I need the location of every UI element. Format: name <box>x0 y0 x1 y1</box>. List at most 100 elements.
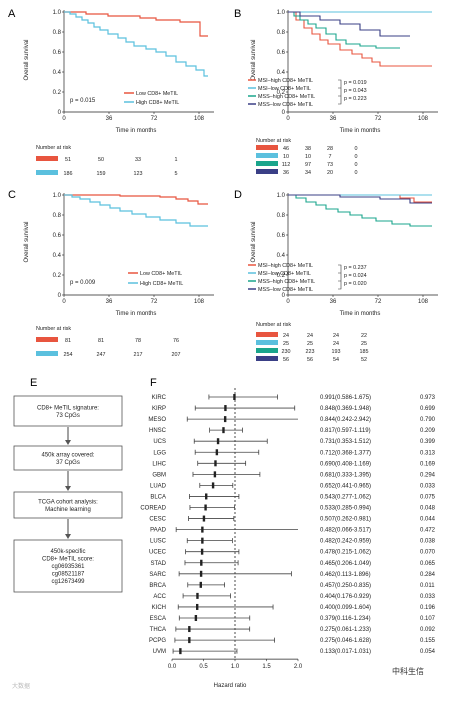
panel-f-letter: F <box>150 377 157 389</box>
legend-label: High CD8+ MeTIL <box>140 281 183 287</box>
panel-a-high-curve <box>64 11 208 77</box>
panel-c-ylabel: Overall survival <box>24 221 30 262</box>
flow-step-text: cg12673499 <box>51 579 85 585</box>
forest-row-label: CESC <box>149 517 166 523</box>
y-tick-label: 0.2 <box>53 90 62 96</box>
pvalue-label: p = 0.043 <box>344 88 367 94</box>
risk-value: 24 <box>333 341 339 347</box>
forest-p-value: 0.054 <box>420 649 436 655</box>
forest-xlabel: Hazard ratio <box>214 683 247 689</box>
risk-value: 51 <box>65 157 71 163</box>
risk-value: 217 <box>134 352 143 358</box>
forest-row-label: SARC <box>149 572 166 578</box>
forest-row-label: BRCA <box>149 583 166 589</box>
panel-d-legend: MSI–high CD8+ MeTIL MSI–low CD8+ MeTIL M… <box>248 263 367 293</box>
forest-point-estimate <box>199 570 203 577</box>
forest-point-estimate <box>188 626 191 633</box>
panel-a-letter: A <box>8 8 16 20</box>
panel-c-risk-table: Number at risk 81 81 78 76 254 247 217 207 <box>36 326 181 358</box>
risk-value: 22 <box>361 333 367 339</box>
panel-d-axes: 1.0 0.8 0.6 0.4 0.2 00 36 72 108 <box>277 193 438 305</box>
panel-b-mss-high-curve <box>288 11 400 49</box>
forest-row-label: KIRP <box>152 406 166 412</box>
panel-d-ylabel: Overall survival <box>251 221 257 262</box>
forest-hr-ci-text: 0.379(0.116-1.234) <box>320 616 371 622</box>
panel-a: A Overall survival Time in months p = 0.… <box>8 8 214 177</box>
forest-point-estimate <box>224 405 227 412</box>
risk-table-title: Number at risk <box>36 145 71 151</box>
forest-point-estimate <box>216 438 220 445</box>
forest-hr-ci-text: 0.681(0.333-1.395) <box>320 472 371 478</box>
risk-value: 97 <box>305 162 311 168</box>
panel-b-risk-table: Number at risk 46 38 28 0 10 10 7 0 112 97 73 0 36 34… <box>256 138 358 176</box>
forest-hr-ci-text: 0.133(0.017-1.031) <box>320 649 371 655</box>
forest-row-label: HNSC <box>149 428 167 434</box>
risk-value: 254 <box>64 352 73 358</box>
forest-hr-ci-text: 0.543(0.277-1.062) <box>320 494 371 500</box>
forest-row-label: UCS <box>153 439 166 445</box>
y-tick-label: 1.0 <box>277 193 286 199</box>
y-tick-label: 0.4 <box>53 70 62 76</box>
risk-value: 24 <box>283 333 289 339</box>
forest-x-tick-label: 2.0 <box>294 664 303 670</box>
panel-e-flowchart: E CD8+ MeTIL signature: 73 CpGs 450k array… <box>13 377 123 593</box>
watermark-left: 大数据 <box>12 682 30 690</box>
forest-p-value: 0.107 <box>420 616 436 622</box>
panel-a-legend: Low CD8+ MeTIL High CD8+ MeTIL <box>124 91 179 106</box>
y-tick-label: 0.8 <box>53 213 62 219</box>
forest-hr-ci-text: 0.533(0.285-0.994) <box>320 506 371 512</box>
risk-value: 112 <box>282 162 291 168</box>
forest-row-label: LUAD <box>150 483 167 489</box>
y-tick-label: 0.8 <box>277 30 286 36</box>
forest-hr-ci-text: 0.275(0.061-1.233) <box>320 627 371 633</box>
x-tick-label: 72 <box>151 299 158 305</box>
panel-b-risk-values: 46 38 28 0 10 10 7 0 112 97 73 0 36 34 20 0 <box>282 146 358 176</box>
forest-p-value: 0.313 <box>420 450 436 456</box>
risk-value: 25 <box>307 341 313 347</box>
forest-hr-ci-text: 0.844(0.242-2.942) <box>320 417 371 423</box>
panel-d-risk-values: 24 24 24 22 25 25 24 25 230 223 193 185 56 56 54 52 <box>282 333 369 363</box>
panel-c-risk-values: 81 81 78 76 254 247 217 207 <box>64 338 181 358</box>
risk-value: 81 <box>65 338 71 344</box>
forest-point-estimate <box>223 416 227 423</box>
x-tick-label: 0 <box>286 299 290 305</box>
x-tick-label: 36 <box>106 299 113 305</box>
watermark-right: 中科生信 <box>392 666 424 676</box>
risk-value: 20 <box>327 170 333 176</box>
x-tick-label: 108 <box>418 116 429 122</box>
forest-p-value: 0.044 <box>420 517 436 523</box>
forest-point-estimate <box>211 482 215 489</box>
risk-value: 24 <box>307 333 313 339</box>
forest-p-value: 0.092 <box>420 627 436 633</box>
x-tick-label: 36 <box>330 116 337 122</box>
risk-value: 34 <box>305 170 311 176</box>
forest-row-label: GBM <box>152 472 166 478</box>
panel-c-low-curve <box>64 194 208 205</box>
risk-value: 7 <box>329 154 332 160</box>
forest-point-estimate <box>188 637 191 644</box>
risk-value: 0 <box>355 146 358 152</box>
forest-hr-ci-text: 0.731(0.353-1.512) <box>320 439 371 445</box>
forest-row-label: UCEC <box>149 550 167 556</box>
risk-value: 28 <box>327 146 333 152</box>
flow-step-text: TCGA cohort analysis: <box>38 499 98 505</box>
panel-c-xlabel: Time in months <box>116 311 157 317</box>
panel-b-msi-high-curve <box>288 11 432 67</box>
panel-a-xlabel: Time in months <box>116 128 157 134</box>
flow-step-box <box>13 445 123 471</box>
forest-point-estimate <box>202 515 206 522</box>
flow-step-text: cg08521187 <box>52 572 85 578</box>
flow-step-box <box>13 539 123 593</box>
forest-p-value: 0.209 <box>420 428 436 434</box>
flow-step-text: Machine learning <box>45 507 91 513</box>
forest-point-estimate <box>201 537 204 544</box>
forest-row-label: ESCA <box>150 616 166 622</box>
x-tick-label: 0 <box>62 299 66 305</box>
risk-value: 24 <box>333 333 339 339</box>
risk-value: 81 <box>98 338 104 344</box>
risk-value: 186 <box>64 171 73 177</box>
flow-step-box <box>13 491 123 519</box>
risk-value: 247 <box>97 352 106 358</box>
